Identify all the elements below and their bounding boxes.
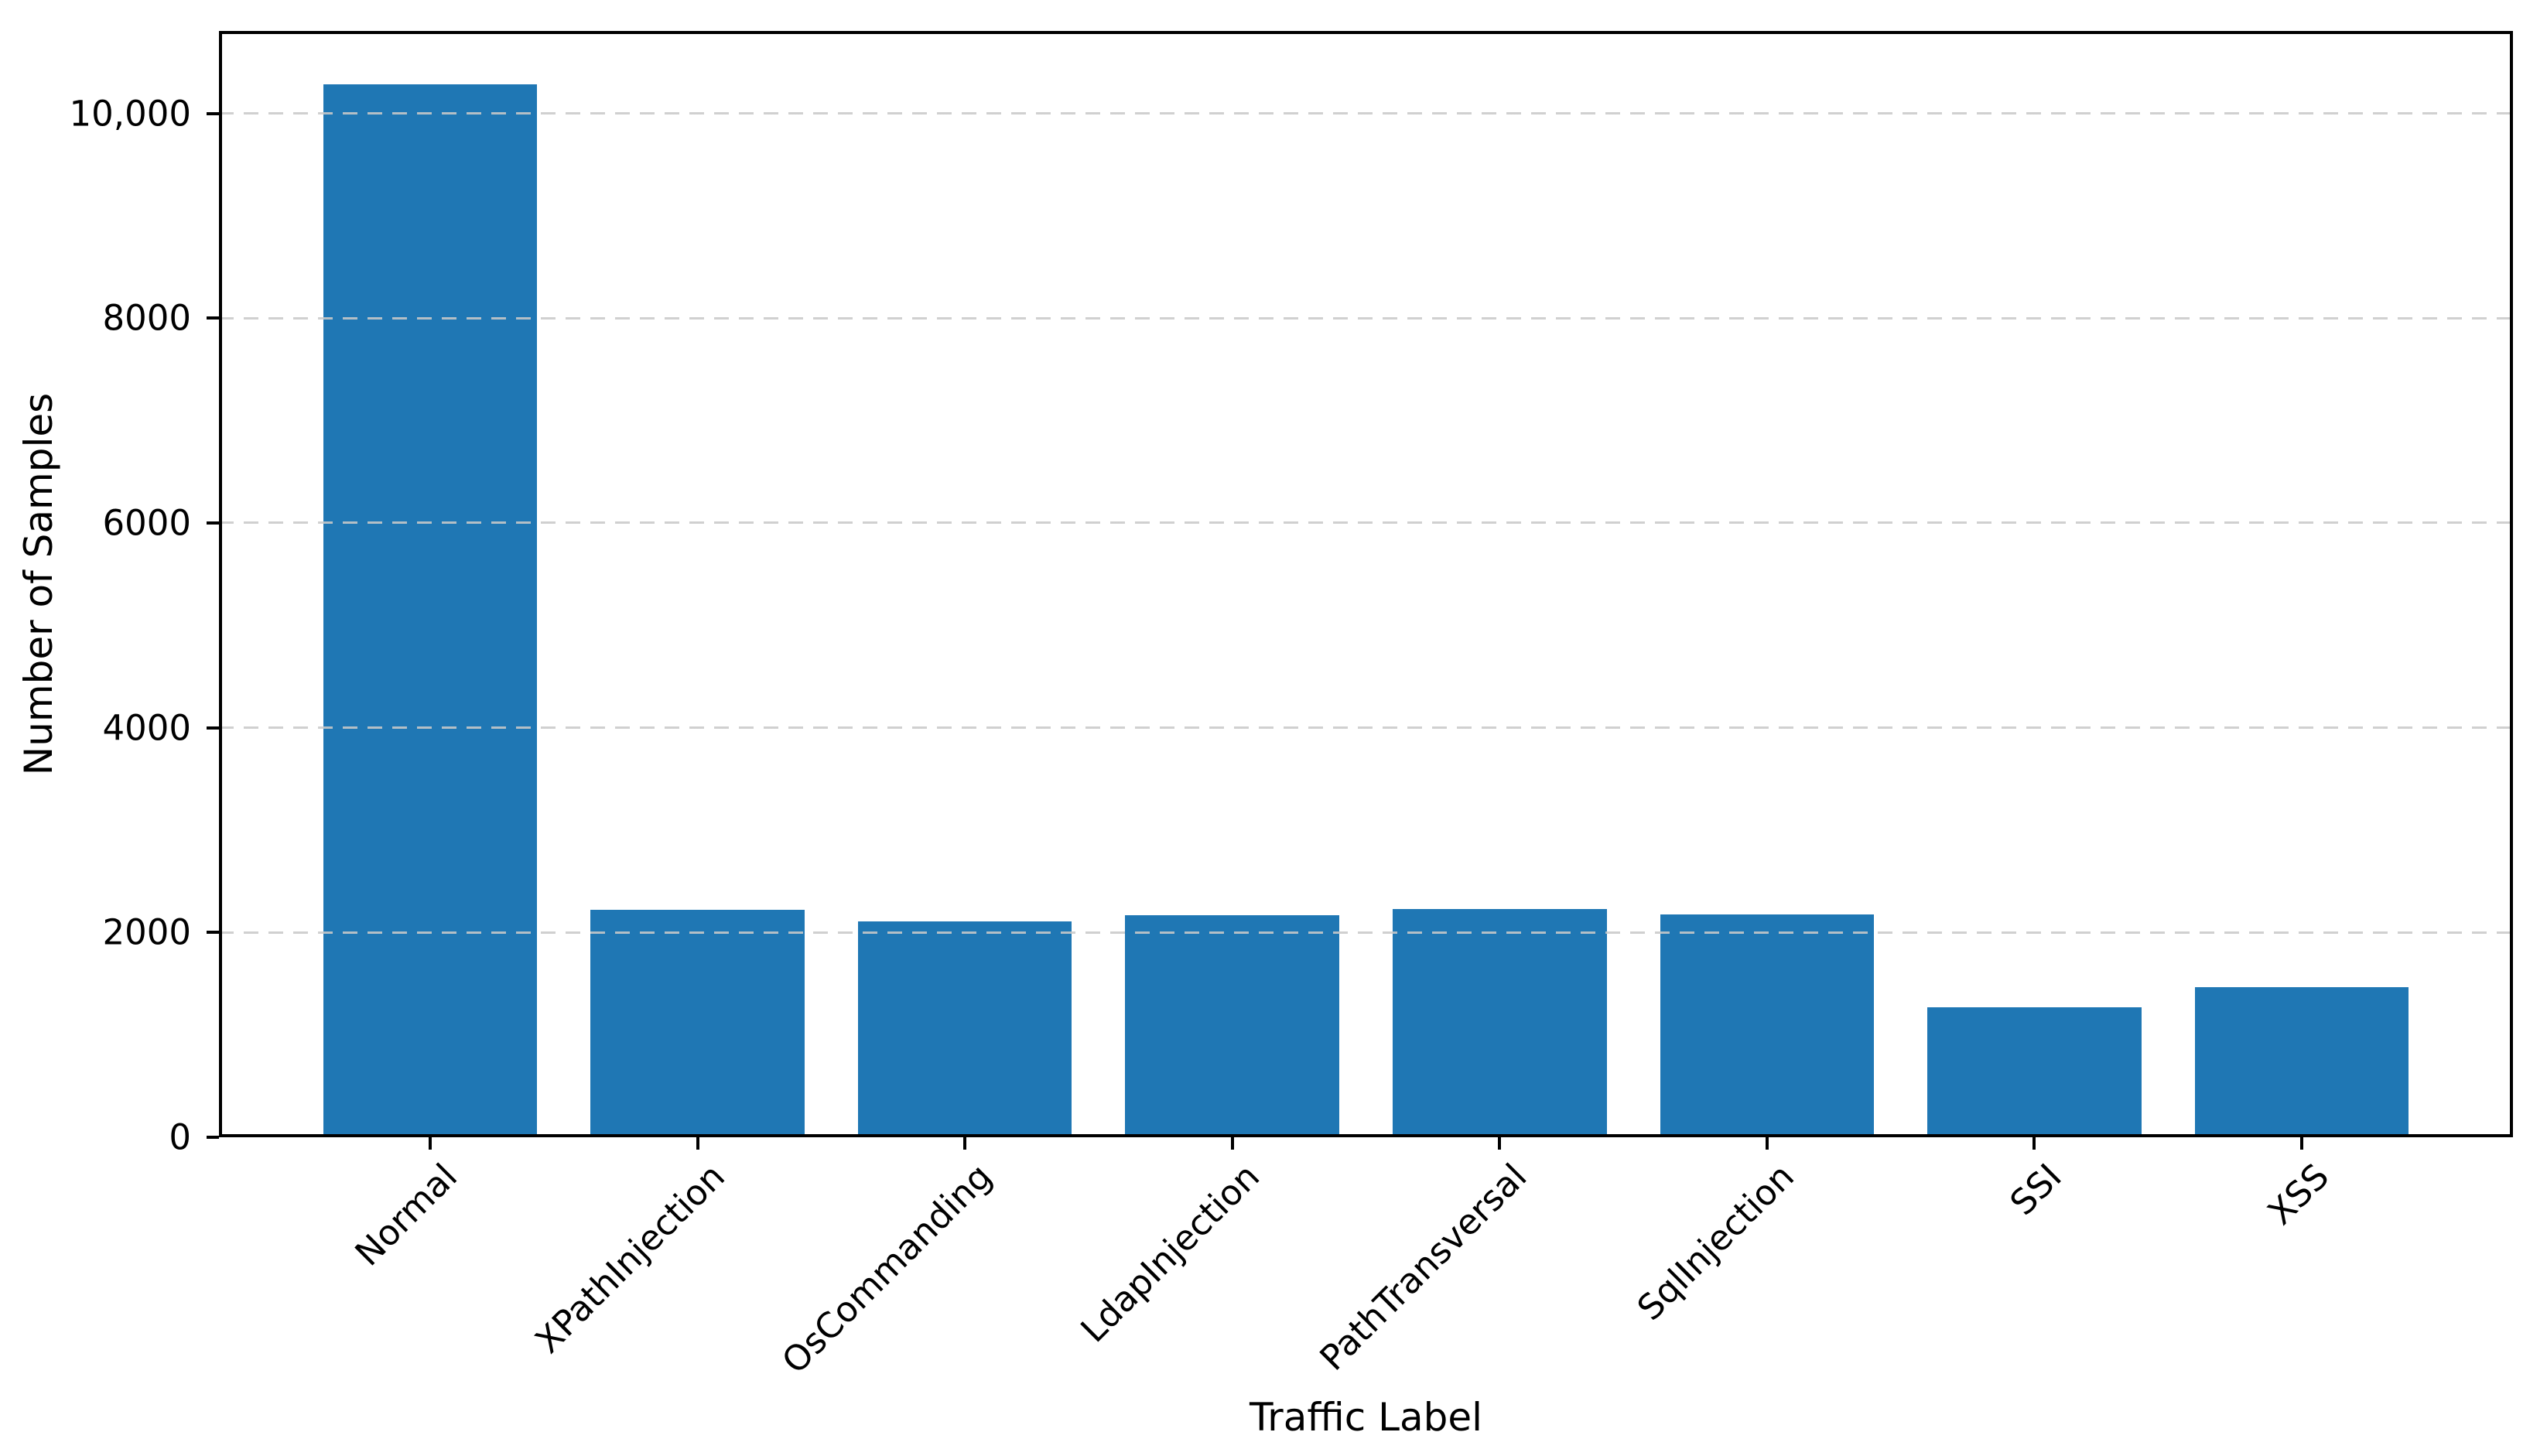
x-tick-mark-ssi [2032,1137,2036,1150]
y-tick-label-2000: 2000 [102,911,191,953]
x-tick-label-xss: XSS [2259,1155,2337,1233]
x-tick-mark-sqlinjection [1765,1137,1769,1150]
bar-oscommanding [857,921,1072,1137]
bar-ssi [1927,1007,2142,1137]
x-axis-label: Traffic Label [1249,1395,1483,1440]
y-tick-mark-4000 [207,726,219,730]
y-tick-mark-8000 [207,316,219,320]
bar-normal [323,84,538,1137]
y-gridline-6000 [219,521,2513,525]
x-tick-label-ssi: SSI [2002,1155,2070,1224]
bar-pathtransversal [1393,908,1607,1137]
x-tick-label-ldapinjection: LdapInjection [1072,1155,1268,1351]
x-tick-label-pathtransversal: PathTransversal [1311,1155,1535,1379]
y-tick-mark-6000 [207,521,219,525]
y-tick-label-4000: 4000 [102,707,191,749]
spine-right [2510,31,2513,1137]
spine-left [219,31,222,1137]
x-tick-mark-xss [2299,1137,2303,1150]
y-tick-mark-2000 [207,931,219,935]
bar-ldapinjection [1125,915,1339,1137]
spine-top [219,31,2513,34]
x-tick-mark-xpathinjection [696,1137,699,1150]
x-tick-label-xpathinjection: XPathInjection [527,1155,733,1362]
plot-area [219,31,2513,1137]
y-tick-label-0: 0 [169,1116,191,1158]
x-tick-label-sqlinjection: SqlInjection [1629,1155,1803,1329]
y-tick-label-6000: 6000 [102,502,191,544]
x-tick-mark-oscommanding [963,1137,967,1150]
bar-sqlinjection [1660,914,1875,1137]
bar-xss [2194,986,2409,1137]
y-gridline-8000 [219,316,2513,320]
x-tick-label-normal: Normal [347,1155,466,1274]
y-tick-mark-10000 [207,111,219,115]
y-gridline-2000 [219,931,2513,934]
x-tick-mark-ldapinjection [1230,1137,1234,1150]
y-tick-mark-0 [207,1136,219,1139]
y-tick-label-10000: 10,000 [69,93,191,135]
bar-xpathinjection [590,909,805,1137]
x-tick-mark-normal [429,1137,432,1150]
y-gridline-4000 [219,726,2513,730]
y-gridline-10000 [219,112,2513,115]
x-tick-mark-pathtransversal [1498,1137,1502,1150]
y-tick-label-8000: 8000 [102,297,191,339]
x-tick-label-oscommanding: OsCommanding [774,1155,1000,1382]
spine-bottom [219,1134,2513,1137]
